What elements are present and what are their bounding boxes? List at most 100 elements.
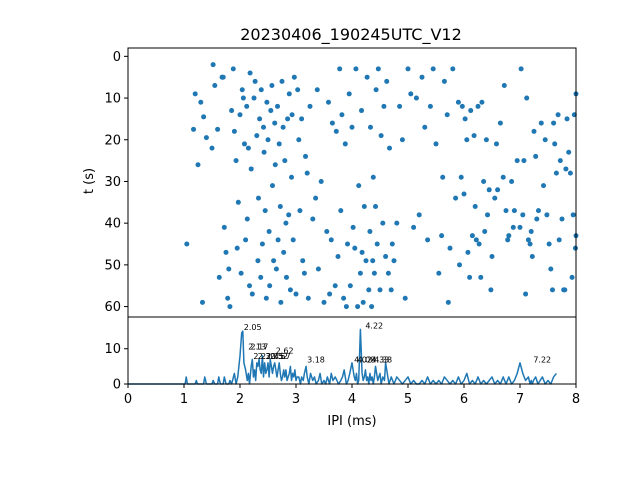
raster-point <box>333 128 339 134</box>
raster-point <box>556 237 562 243</box>
raster-point <box>276 141 282 147</box>
raster-point <box>215 126 221 132</box>
raster-point <box>408 91 414 97</box>
raster-point <box>473 237 479 243</box>
raster-point <box>281 249 287 255</box>
raster-point <box>439 233 445 239</box>
raster-point <box>301 270 307 276</box>
raster-point <box>366 287 372 293</box>
raster-point <box>251 95 257 101</box>
histogram-peak-label: 2.05 <box>244 323 262 332</box>
histogram-peak-label: 3.18 <box>307 356 325 365</box>
raster-point <box>555 112 561 118</box>
raster-point <box>261 149 267 155</box>
raster-point <box>505 237 511 243</box>
raster-point <box>549 287 555 293</box>
histogram-frame <box>127 316 577 385</box>
raster-point <box>405 66 411 72</box>
raster-point <box>237 112 243 118</box>
histogram-xlabel: IPI (ms) <box>327 414 376 429</box>
raster-point <box>535 208 541 214</box>
raster-point <box>533 153 539 159</box>
histogram-peak-label: 4.08 <box>357 356 375 365</box>
raster-point <box>518 66 524 72</box>
raster-point <box>528 229 534 235</box>
raster-point <box>264 99 270 105</box>
raster-y-tick-label: 10 <box>104 92 121 107</box>
raster-point <box>315 266 321 272</box>
raster-point <box>370 258 376 264</box>
raster-point <box>221 224 227 230</box>
raster-point <box>209 145 215 151</box>
raster-point <box>226 266 232 272</box>
histogram-y-tick-label: 10 <box>104 342 121 357</box>
raster-point <box>488 287 494 293</box>
raster-point <box>481 178 487 184</box>
raster-point <box>472 203 478 209</box>
raster-point <box>371 270 377 276</box>
raster-point <box>265 137 271 143</box>
raster-point <box>427 103 433 109</box>
histogram-peak-label: 2.45 <box>266 352 284 361</box>
raster-point <box>272 162 278 168</box>
raster-point <box>399 137 405 143</box>
raster-point <box>527 241 533 247</box>
raster-point <box>397 103 403 109</box>
raster-point <box>254 133 260 139</box>
raster-point <box>453 195 459 201</box>
raster-point <box>289 174 295 180</box>
raster-point <box>430 66 436 72</box>
raster-point <box>510 224 516 230</box>
raster-point <box>268 108 274 114</box>
raster-point <box>303 153 309 159</box>
histogram-peak-label: 2.57 <box>273 352 291 361</box>
raster-point <box>482 229 488 235</box>
raster-panel: 20230406_190245UTC_V12 t (s) 0 10 20 30 40 50… <box>82 25 579 318</box>
raster-point <box>318 178 324 184</box>
histogram-peak-label: 2.17 <box>251 343 269 352</box>
raster-point <box>380 220 386 226</box>
raster-point <box>230 66 236 72</box>
raster-point <box>475 103 481 109</box>
raster-point <box>247 70 253 76</box>
raster-y-tick-label: 0 <box>113 50 121 65</box>
raster-point <box>548 266 554 272</box>
raster-point <box>286 91 292 97</box>
raster-point <box>304 170 310 176</box>
histogram-peak-label: 4.22 <box>365 321 383 330</box>
raster-point <box>485 212 491 218</box>
raster-point <box>291 74 297 80</box>
raster-point <box>542 137 548 143</box>
raster-point <box>570 212 576 218</box>
raster-y-tick-label: 30 <box>104 175 121 190</box>
raster-point <box>387 145 393 151</box>
raster-point <box>567 170 573 176</box>
raster-point <box>244 216 250 222</box>
raster-point <box>347 283 353 289</box>
raster-point <box>373 203 379 209</box>
raster-point <box>553 170 559 176</box>
raster-point <box>201 114 207 120</box>
raster-point <box>569 274 575 280</box>
raster-point <box>523 291 529 297</box>
raster-point <box>269 183 275 189</box>
raster-point <box>280 124 286 130</box>
raster-point <box>444 112 450 118</box>
raster-point <box>557 158 563 164</box>
raster-point <box>289 112 295 118</box>
raster-point <box>458 174 464 180</box>
raster-point <box>531 128 537 134</box>
raster-point <box>441 78 447 84</box>
raster-point <box>231 128 237 134</box>
raster-point <box>450 66 456 72</box>
raster-point <box>355 304 361 310</box>
raster-y-tick-label: 60 <box>104 300 121 315</box>
raster-point <box>278 299 284 305</box>
histogram-y-ticks: 0 10 <box>104 342 128 393</box>
raster-point <box>261 124 267 130</box>
raster-points <box>184 62 579 310</box>
raster-point <box>495 187 501 193</box>
raster-point <box>538 120 544 126</box>
raster-point <box>375 66 381 72</box>
raster-point <box>541 183 547 189</box>
